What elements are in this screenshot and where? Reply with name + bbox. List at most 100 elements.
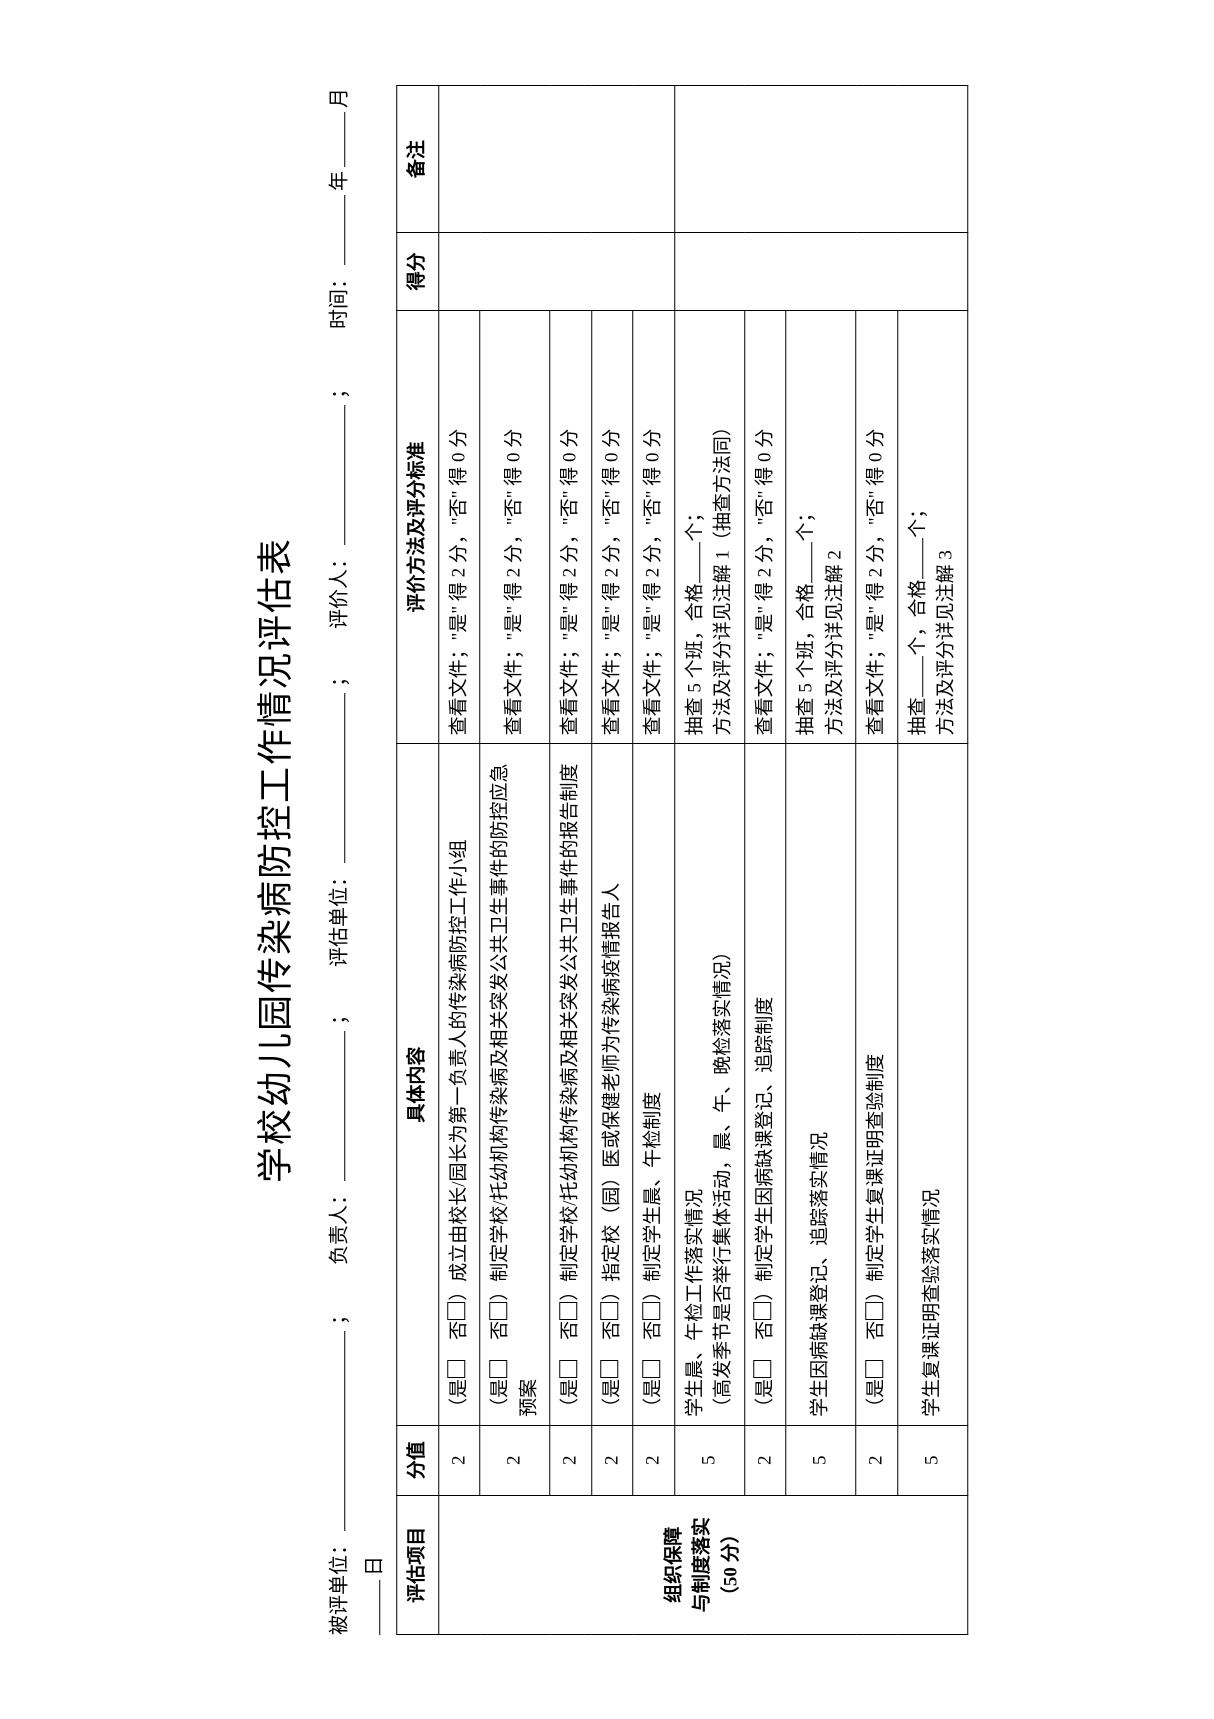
- got-cell: [674, 232, 967, 309]
- project-line: （50 分）: [717, 1503, 746, 1625]
- unit-label: 被评单位：: [322, 1535, 351, 1635]
- checkbox-no[interactable]: [642, 1301, 660, 1319]
- sep: ；: [322, 667, 351, 687]
- content-text: 学生晨、午检工作落实情况: [681, 752, 710, 1417]
- table-row: 2 （是 否）制定学生晨、午检制度 查看文件；"是" 得 2 分，"否" 得 0…: [633, 85, 675, 1634]
- table-row: 2 （是 否）制定学生因病缺课登记、追踪制度 查看文件；"是" 得 2 分，"否…: [744, 85, 786, 1634]
- content-text: （是: [489, 1378, 510, 1416]
- content-text: 学生因病缺课登记、追踪落实情况: [807, 752, 836, 1417]
- content-cell: （是 否 ）制定学生因病缺课登记、追踪制度: [744, 743, 786, 1425]
- eval-unit-label: 评估单位：: [322, 867, 351, 967]
- meta-line-1: 被评单位： ； 负责人： ； 评估单位： ； 评价人： ； 时间： 年 月: [322, 85, 351, 1635]
- checkbox-yes[interactable]: [754, 1359, 772, 1377]
- score-cell: 2: [744, 1425, 786, 1495]
- checkbox-yes[interactable]: [642, 1359, 660, 1377]
- sep: ；: [322, 1305, 351, 1325]
- method-cell: 查看文件；"是" 得 2 分，"否" 得 0 分: [633, 310, 675, 744]
- content-text: （是: [865, 1378, 886, 1416]
- method-cell: 查看文件；"是" 得 2 分，"否" 得 0 分: [856, 310, 898, 744]
- checkbox-yes[interactable]: [489, 1359, 507, 1377]
- method-cell: 查看文件；"是" 得 2 分，"否" 得 0 分: [591, 310, 633, 744]
- day-label: 日: [357, 1556, 386, 1576]
- content-text: 否: [754, 1320, 775, 1358]
- table-row: 组织保障 与制度落实 （50 分） 2 （是 否）成立由校长/园长为第一负责人的…: [438, 85, 480, 1634]
- score-cell: 5: [897, 1425, 967, 1495]
- score-cell: 2: [633, 1425, 675, 1495]
- checkbox-yes[interactable]: [865, 1359, 883, 1377]
- content-text: ）制定学校/托幼机构传染病及相关突发公共卫生事件的报告制度: [559, 763, 580, 1300]
- content-cell: （是 否 ）制定学生复课证明查验制度: [856, 743, 898, 1425]
- leader-label: 负责人：: [322, 1185, 351, 1265]
- header-note: 备注: [397, 85, 439, 232]
- note-cell: [674, 85, 967, 232]
- table-header-row: 评估项目 分值 具体内容 评价方法及评分标准 得分 备注: [397, 85, 439, 1634]
- content-text: ）指定校（园）医或保健老师为传染病疫情报告人: [601, 882, 622, 1300]
- eval-unit-blank: [323, 693, 345, 863]
- header-project: 评估项目: [397, 1495, 439, 1634]
- checkbox-yes[interactable]: [601, 1359, 619, 1377]
- checkbox-yes[interactable]: [448, 1359, 466, 1377]
- score-cell: 5: [786, 1425, 856, 1495]
- method-cell: 抽查 5 个班，合格 个； 方法及评分详见注解 1（抽查方法同）: [674, 310, 744, 744]
- fill-blank[interactable]: [905, 537, 924, 579]
- checkbox-no[interactable]: [448, 1301, 466, 1319]
- evaluator-label: 评价人：: [322, 549, 351, 629]
- fill-blank[interactable]: [905, 655, 924, 697]
- content-cell: （是 否）制定学校/托幼机构传染病及相关突发公共卫生事件的报告制度: [550, 743, 592, 1425]
- method-text: 方法及评分详见注解 2: [821, 318, 850, 735]
- checkbox-no[interactable]: [601, 1301, 619, 1319]
- fill-blank[interactable]: [682, 541, 701, 583]
- method-text: 抽查 5 个班，合格: [684, 583, 705, 735]
- content-cell: 学生复课证明查验落实情况: [897, 743, 967, 1425]
- header-content: 具体内容: [397, 743, 439, 1425]
- content-text: 否: [601, 1320, 622, 1358]
- month-blank: [323, 112, 345, 167]
- method-text: 方法及评分详见注解 3: [932, 318, 961, 735]
- note-cell: [438, 85, 674, 232]
- checkbox-no[interactable]: [754, 1301, 772, 1319]
- content-text: ）制定学生复课证明查验制度: [865, 1053, 886, 1300]
- score-cell: 2: [480, 1425, 550, 1495]
- method-text: 个；: [684, 503, 705, 541]
- evaluation-table: 评估项目 分值 具体内容 评价方法及评分标准 得分 备注 组织保障 与制度落实 …: [396, 85, 968, 1635]
- checkbox-no[interactable]: [865, 1301, 883, 1319]
- checkbox-no[interactable]: [489, 1301, 507, 1319]
- unit-blank: [323, 1331, 345, 1531]
- content-text: 否: [642, 1320, 663, 1358]
- content-cell: 学生因病缺课登记、追踪落实情况: [786, 743, 856, 1425]
- leader-blank: [323, 1031, 345, 1181]
- content-text: 否: [448, 1320, 469, 1358]
- content-text: 否: [865, 1320, 886, 1358]
- method-text: 个；: [907, 499, 928, 537]
- header-score: 分值: [397, 1425, 439, 1495]
- content-text: （高发季节是否举行集体活动，晨、午、晚检落实情况）: [709, 752, 738, 1417]
- content-text: ）成立由校长/园长为第一负责人的传染病防控工作小组: [448, 839, 469, 1300]
- method-text: 方法及评分详见注解 1（抽查方法同）: [709, 318, 738, 735]
- header-method: 评价方法及评分标准: [397, 310, 439, 744]
- content-text: （是: [642, 1378, 663, 1416]
- time-label: 时间：: [322, 269, 351, 329]
- content-cell: （是 否）制定学校/托幼机构传染病及相关突发公共卫生事件的防控应急预案: [480, 743, 550, 1425]
- score-cell: 2: [591, 1425, 633, 1495]
- method-text: 抽查 5 个班，合格: [795, 583, 816, 735]
- method-text: 个；: [795, 503, 816, 541]
- method-text: 个，合格: [907, 579, 928, 655]
- score-cell: 5: [674, 1425, 744, 1495]
- content-text: 学生复课证明查验落实情况: [918, 752, 947, 1417]
- sep: ；: [322, 379, 351, 399]
- method-cell: 抽查个，合格个； 方法及评分详见注解 3: [897, 310, 967, 744]
- checkbox-yes[interactable]: [559, 1359, 577, 1377]
- content-cell: 学生晨、午检工作落实情况 （高发季节是否举行集体活动，晨、午、晚检落实情况）: [674, 743, 744, 1425]
- month-suffix: 月: [322, 88, 351, 108]
- checkbox-no[interactable]: [559, 1301, 577, 1319]
- day-blank: [358, 1580, 380, 1635]
- meta-line-2: 日: [357, 85, 386, 1635]
- project-cell: 组织保障 与制度落实 （50 分）: [438, 1495, 967, 1634]
- content-text: ）制定学生因病缺课登记、追踪制度: [754, 996, 775, 1300]
- content-text: （是: [754, 1378, 775, 1416]
- method-cell: 查看文件；"是" 得 2 分，"否" 得 0 分: [550, 310, 592, 744]
- got-cell: [438, 232, 674, 309]
- content-text: 否: [489, 1320, 510, 1358]
- content-text: （是: [559, 1378, 580, 1416]
- fill-blank[interactable]: [793, 541, 812, 583]
